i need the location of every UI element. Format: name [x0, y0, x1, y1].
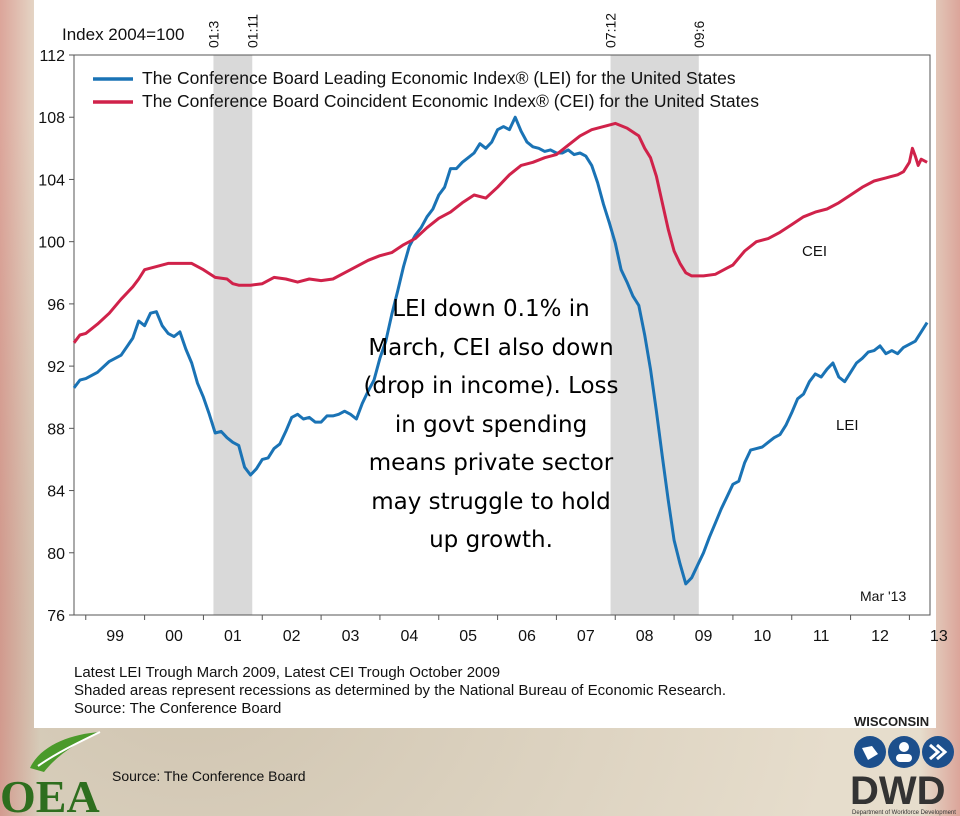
x-tick-label: 04 — [400, 628, 418, 645]
x-tick-label: 10 — [753, 628, 771, 645]
note-trough: Latest LEI Trough March 2009, Latest CEI… — [74, 664, 501, 681]
y-tick-label: 88 — [47, 421, 65, 438]
x-tick-label: 12 — [871, 628, 889, 645]
x-tick-label: 01 — [224, 628, 242, 645]
dwd-top-text: WISCONSIN — [854, 714, 929, 729]
recession-date-label: 01:3 — [205, 21, 221, 48]
person-body — [896, 754, 912, 762]
dwd-logo: WISCONSIN DWD Department of Workforce De… — [850, 714, 956, 816]
y-tick-label: 96 — [47, 297, 65, 314]
y-tick-label: 112 — [39, 48, 65, 65]
dwd-sub-text: Department of Workforce Development — [852, 810, 956, 816]
y-tick-label: 84 — [47, 484, 65, 501]
note-shading: Shaded areas represent recessions as det… — [74, 682, 727, 699]
x-tick-label: 13 — [930, 628, 948, 645]
x-tick-label: 07 — [577, 628, 595, 645]
x-tick-label: 05 — [459, 628, 477, 645]
recession-date-label: 01:11 — [244, 14, 260, 48]
leaf-vein — [37, 731, 101, 767]
x-tick-label: 06 — [518, 628, 536, 645]
person-head — [899, 742, 909, 752]
chart-notes: Latest LEI Trough March 2009, Latest CEI… — [74, 664, 726, 718]
date-stamp: Mar '13 — [860, 588, 906, 604]
recession-band — [213, 55, 253, 615]
series-lines — [72, 115, 929, 586]
axes: 76 80 84 88 92 96 100 104 108 112 99 00 01 02 03 04 05 06… — [38, 48, 948, 645]
y-tick-label: 104 — [38, 172, 65, 189]
footer-source: Source: The Conference Board — [112, 768, 306, 784]
x-tick-label: 03 — [342, 628, 360, 645]
oea-logo-text: OEA — [0, 771, 100, 816]
legend-label-cei: The Conference Board Coincident Economic… — [142, 91, 759, 111]
x-tick-label: 08 — [636, 628, 654, 645]
series-label-lei: LEI — [836, 417, 859, 434]
y-tick-label: 108 — [38, 110, 65, 127]
y-axis-label: Index 2004=100 — [62, 25, 184, 44]
series-label-cei: CEI — [802, 243, 827, 260]
recession-date-label: 07:12 — [603, 13, 619, 48]
oea-logo: OEA — [0, 731, 101, 816]
series-line-lei — [72, 115, 929, 586]
recession-bands: 01:3 01:11 07:12 09:6 — [205, 13, 707, 615]
x-tick-label: 09 — [695, 628, 713, 645]
x-tick-label: 00 — [165, 628, 183, 645]
y-tick-label: 100 — [38, 235, 65, 252]
recession-band — [610, 55, 699, 615]
note-source: Source: The Conference Board — [74, 700, 282, 717]
y-tick-label: 92 — [47, 359, 65, 376]
dwd-logo-text: DWD — [850, 769, 946, 813]
series-line-cei — [72, 121, 928, 344]
legend-label-lei: The Conference Board Leading Economic In… — [142, 68, 736, 88]
annotation-text: LEI down 0.1% in March, CEI also down (d… — [363, 296, 619, 553]
chart-panel — [34, 0, 936, 728]
x-tick-label: 11 — [813, 628, 830, 645]
plot-frame — [73, 54, 931, 616]
forward-arrows — [929, 743, 948, 761]
leaf-shape — [30, 732, 100, 772]
recession-date-label: 09:6 — [691, 21, 707, 48]
x-tick-label: 02 — [283, 628, 301, 645]
x-tick-label: 99 — [106, 628, 124, 645]
wisconsin-shape — [862, 746, 878, 760]
y-tick-label: 80 — [47, 546, 65, 563]
y-tick-label: 76 — [47, 608, 65, 625]
